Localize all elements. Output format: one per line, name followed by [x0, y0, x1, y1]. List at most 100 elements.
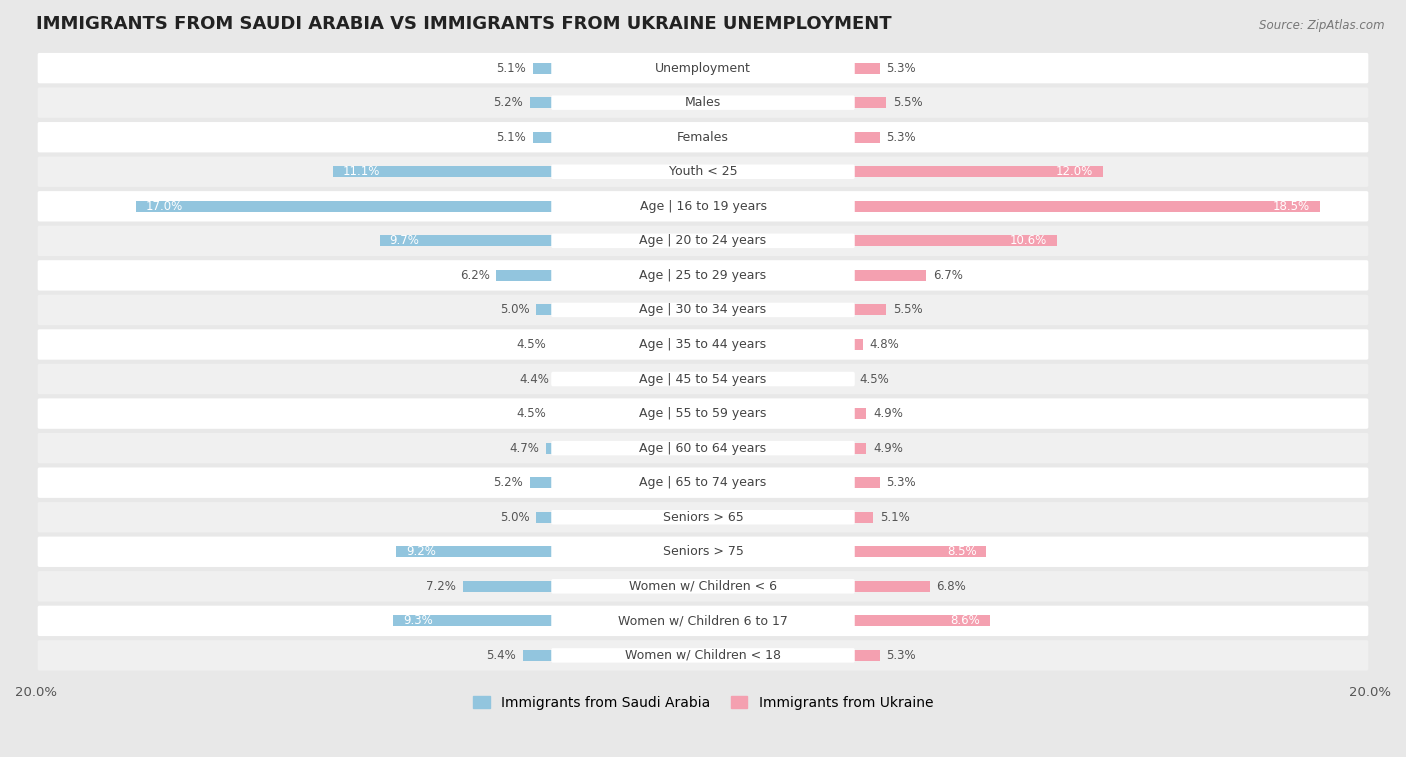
FancyBboxPatch shape — [551, 475, 855, 490]
FancyBboxPatch shape — [38, 88, 1368, 118]
Bar — [533, 63, 703, 73]
Text: 4.5%: 4.5% — [516, 407, 547, 420]
Bar — [703, 443, 866, 453]
FancyBboxPatch shape — [551, 164, 855, 179]
FancyBboxPatch shape — [38, 640, 1368, 671]
FancyBboxPatch shape — [38, 364, 1368, 394]
Text: Males: Males — [685, 96, 721, 109]
Bar — [530, 97, 703, 108]
FancyBboxPatch shape — [38, 571, 1368, 602]
Text: Age | 35 to 44 years: Age | 35 to 44 years — [640, 338, 766, 351]
FancyBboxPatch shape — [551, 199, 855, 213]
Text: 4.5%: 4.5% — [516, 338, 547, 351]
FancyBboxPatch shape — [551, 407, 855, 421]
FancyBboxPatch shape — [38, 537, 1368, 567]
FancyBboxPatch shape — [551, 614, 855, 628]
FancyBboxPatch shape — [551, 61, 855, 76]
FancyBboxPatch shape — [551, 441, 855, 456]
FancyBboxPatch shape — [551, 648, 855, 662]
Text: 9.2%: 9.2% — [406, 545, 436, 558]
Legend: Immigrants from Saudi Arabia, Immigrants from Ukraine: Immigrants from Saudi Arabia, Immigrants… — [467, 690, 939, 715]
Text: 12.0%: 12.0% — [1056, 165, 1094, 178]
Text: Age | 60 to 64 years: Age | 60 to 64 years — [640, 441, 766, 455]
Text: 5.3%: 5.3% — [886, 649, 917, 662]
FancyBboxPatch shape — [551, 303, 855, 317]
Bar — [703, 97, 886, 108]
Text: 9.3%: 9.3% — [404, 615, 433, 628]
Bar — [703, 615, 990, 626]
Bar — [703, 339, 863, 350]
Text: 5.0%: 5.0% — [501, 511, 530, 524]
FancyBboxPatch shape — [38, 191, 1368, 222]
FancyBboxPatch shape — [551, 337, 855, 352]
Bar — [703, 512, 873, 523]
Bar — [703, 547, 987, 557]
Bar — [703, 408, 866, 419]
Text: Seniors > 75: Seniors > 75 — [662, 545, 744, 558]
Text: Age | 55 to 59 years: Age | 55 to 59 years — [640, 407, 766, 420]
Text: 7.2%: 7.2% — [426, 580, 456, 593]
Text: 9.7%: 9.7% — [389, 235, 419, 248]
FancyBboxPatch shape — [38, 157, 1368, 187]
Text: 5.3%: 5.3% — [886, 131, 917, 144]
Bar — [703, 270, 927, 281]
FancyBboxPatch shape — [551, 544, 855, 559]
Bar — [380, 235, 703, 246]
Text: Age | 20 to 24 years: Age | 20 to 24 years — [640, 235, 766, 248]
Bar — [703, 167, 1104, 177]
FancyBboxPatch shape — [38, 122, 1368, 152]
FancyBboxPatch shape — [551, 95, 855, 110]
Text: 5.3%: 5.3% — [886, 476, 917, 489]
Bar — [703, 650, 880, 661]
Text: Age | 25 to 29 years: Age | 25 to 29 years — [640, 269, 766, 282]
Bar — [557, 373, 703, 385]
Bar — [703, 201, 1320, 212]
Bar — [536, 304, 703, 316]
Bar — [523, 650, 703, 661]
Bar — [136, 201, 703, 212]
Bar — [703, 63, 880, 73]
Text: 18.5%: 18.5% — [1272, 200, 1310, 213]
Text: Unemployment: Unemployment — [655, 61, 751, 75]
Text: 4.5%: 4.5% — [859, 372, 890, 385]
Text: Age | 45 to 54 years: Age | 45 to 54 years — [640, 372, 766, 385]
Text: Age | 16 to 19 years: Age | 16 to 19 years — [640, 200, 766, 213]
Text: 5.1%: 5.1% — [496, 61, 526, 75]
Bar — [703, 304, 886, 316]
FancyBboxPatch shape — [38, 226, 1368, 256]
Bar — [703, 373, 853, 385]
FancyBboxPatch shape — [38, 468, 1368, 498]
FancyBboxPatch shape — [38, 502, 1368, 532]
Text: 17.0%: 17.0% — [146, 200, 183, 213]
Text: 5.4%: 5.4% — [486, 649, 516, 662]
Text: 4.7%: 4.7% — [510, 441, 540, 455]
Text: Seniors > 65: Seniors > 65 — [662, 511, 744, 524]
FancyBboxPatch shape — [38, 260, 1368, 291]
FancyBboxPatch shape — [38, 294, 1368, 326]
FancyBboxPatch shape — [551, 510, 855, 525]
Text: 6.7%: 6.7% — [934, 269, 963, 282]
Text: 5.1%: 5.1% — [880, 511, 910, 524]
Text: 5.2%: 5.2% — [494, 476, 523, 489]
Text: 5.1%: 5.1% — [496, 131, 526, 144]
Text: Women w/ Children < 18: Women w/ Children < 18 — [626, 649, 780, 662]
FancyBboxPatch shape — [551, 234, 855, 248]
Text: 5.0%: 5.0% — [501, 304, 530, 316]
Bar — [396, 547, 703, 557]
FancyBboxPatch shape — [38, 53, 1368, 83]
Text: 10.6%: 10.6% — [1010, 235, 1046, 248]
FancyBboxPatch shape — [551, 268, 855, 282]
Text: Females: Females — [678, 131, 728, 144]
Bar — [703, 235, 1056, 246]
Bar — [533, 132, 703, 143]
Text: 5.5%: 5.5% — [893, 304, 922, 316]
Bar — [703, 477, 880, 488]
Bar — [553, 408, 703, 419]
FancyBboxPatch shape — [551, 130, 855, 145]
Text: Age | 65 to 74 years: Age | 65 to 74 years — [640, 476, 766, 489]
Bar — [392, 615, 703, 626]
FancyBboxPatch shape — [38, 398, 1368, 428]
Bar — [536, 512, 703, 523]
Text: IMMIGRANTS FROM SAUDI ARABIA VS IMMIGRANTS FROM UKRAINE UNEMPLOYMENT: IMMIGRANTS FROM SAUDI ARABIA VS IMMIGRAN… — [37, 15, 891, 33]
Bar — [496, 270, 703, 281]
